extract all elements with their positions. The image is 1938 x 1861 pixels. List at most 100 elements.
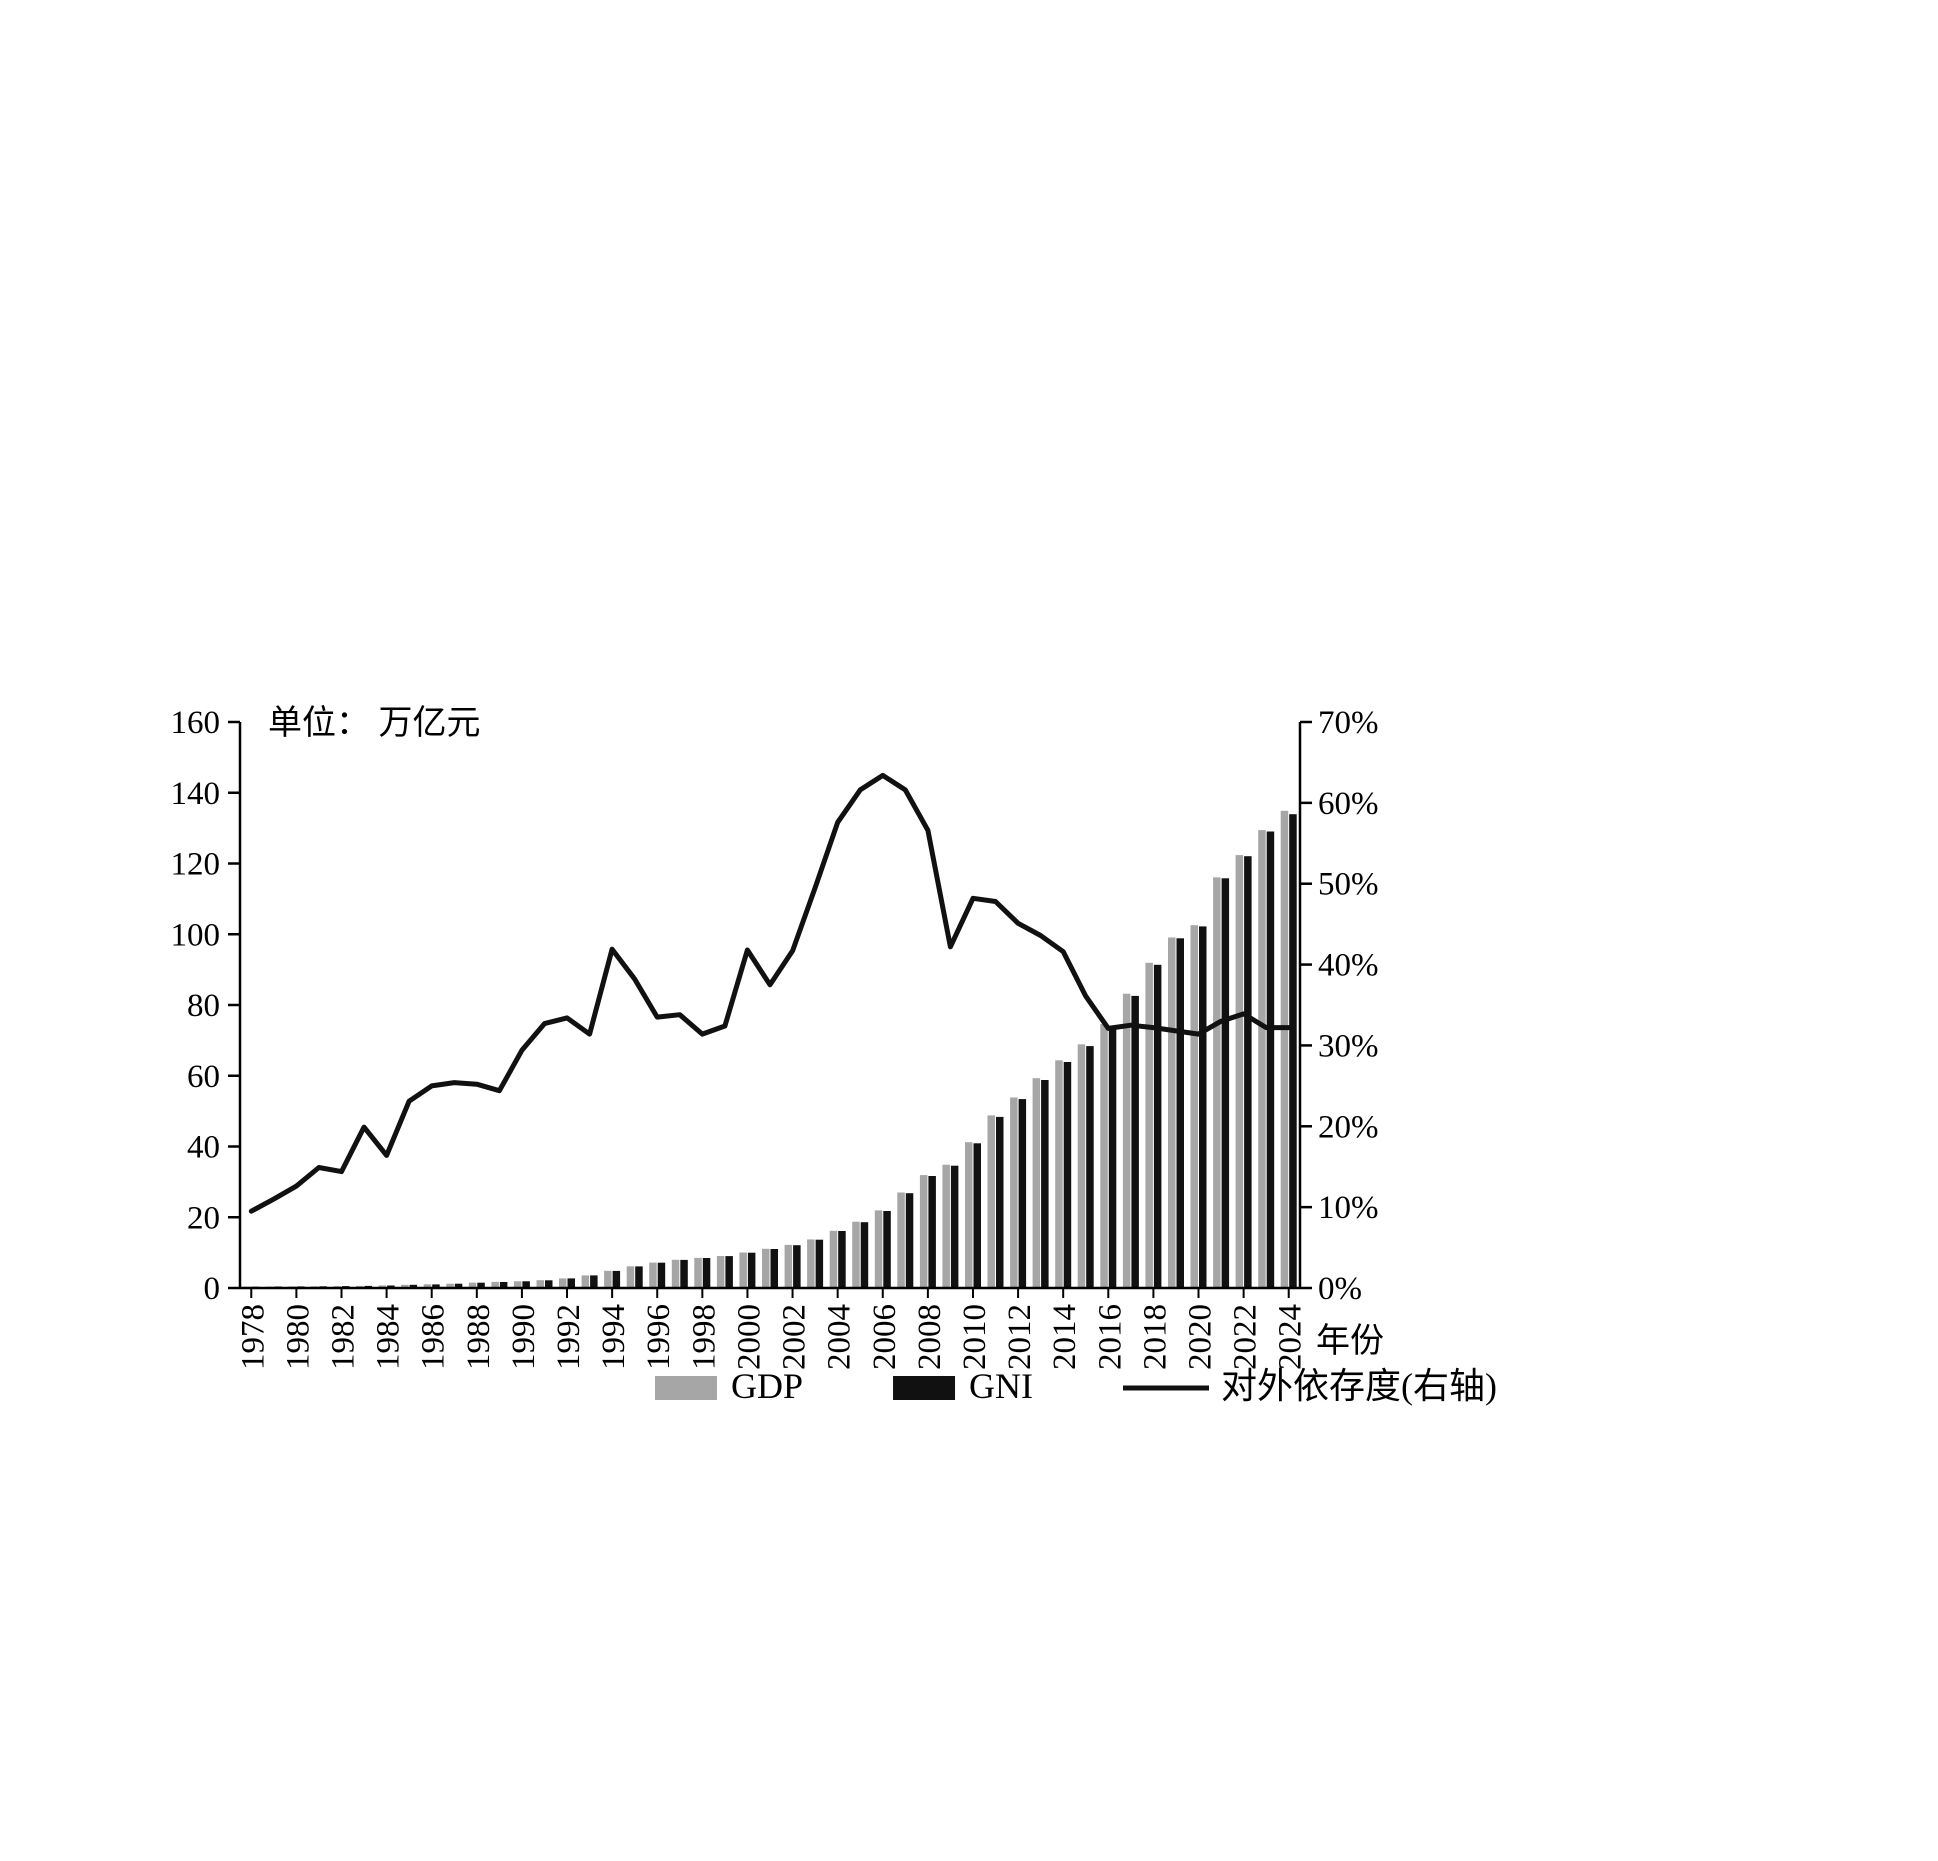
gdp-bar [1235,855,1244,1288]
gdp-bar [897,1192,905,1288]
gni-bar [1108,1026,1117,1288]
legend: GDP GNI 对外依存度(右轴) [655,1366,1497,1406]
x-axis-tick-label: 1994 [596,1304,632,1370]
x-axis-tick-label: 1982 [325,1304,361,1370]
gdp-bar [1168,937,1176,1288]
gdp-bar [716,1256,725,1288]
x-axis-tick-label: 2000 [731,1304,767,1370]
left-axis-tick-label: 20 [187,1200,220,1236]
gdp-bar [468,1282,477,1288]
gni-bar [1153,964,1162,1288]
legend-label-gni: GNI [969,1366,1033,1406]
x-axis-tick-label: 2002 [777,1304,813,1370]
gni-bar [522,1281,530,1288]
gni-bar [1018,1099,1027,1288]
x-axis-tick-label: 2024 [1273,1304,1309,1370]
gdp-bar [1055,1060,1063,1288]
gdp-bar [829,1230,838,1288]
gni-bar [612,1270,621,1288]
gdp-bar [581,1275,590,1288]
gni-bar [860,1222,869,1288]
x-axis: 1978 1980 1982 1984 1986 1988 1990 1992 1994 1996… [235,1288,1309,1370]
gni-bar [432,1284,440,1288]
x-axis-tick-label: 2010 [957,1304,993,1370]
gni-bars [251,814,1297,1288]
gdp-bar [1280,810,1289,1288]
gni-bar [747,1252,756,1288]
gni-bar [1221,878,1230,1288]
x-axis-tick-label: 2004 [822,1304,858,1370]
right-axis: 0% 10% 20% 30% 40% 50% 60% 70% [1300,705,1379,1307]
x-axis-tick-label: 2006 [867,1304,903,1370]
gni-bar [725,1256,733,1288]
x-axis-tick-label: 2020 [1183,1304,1219,1370]
right-axis-tick-label: 60% [1318,786,1379,822]
x-axis-tick-label: 2018 [1137,1304,1173,1370]
left-axis: 0 20 40 60 80 100 120 140 160 [171,705,240,1307]
gdp-bar [446,1283,454,1288]
gdp-bar [1190,925,1198,1288]
left-axis-tick-label: 100 [171,917,221,953]
gdp-bar [942,1164,950,1288]
legend-swatch-gni [893,1376,956,1400]
gni-bar [657,1262,666,1288]
x-axis-tick-label: 2014 [1047,1304,1083,1370]
left-axis-tick-label: 120 [171,847,221,883]
gdp-bar [1213,877,1221,1288]
gdp-bar [423,1284,432,1288]
gni-bar [996,1116,1004,1288]
unit-label: 单位： 万亿元 [268,704,481,742]
x-axis-title: 年份 [1316,1322,1384,1360]
gdp-bar [513,1281,522,1288]
left-axis-tick-label: 0 [204,1271,221,1307]
gni-bar [793,1245,801,1288]
x-axis-tick-label: 1984 [371,1304,407,1370]
gni-bar [409,1284,418,1288]
x-axis-tick-label: 1996 [641,1304,677,1370]
gni-bar [1199,926,1207,1288]
axes [238,722,1302,1290]
right-axis-tick-label: 70% [1318,705,1379,741]
gni-bar [815,1239,824,1288]
gni-bar [1244,856,1252,1288]
x-axis-tick-label: 2022 [1228,1304,1264,1370]
gdp-bar [807,1239,815,1288]
gni-bar [950,1165,959,1288]
left-axis-tick-label: 140 [171,776,221,812]
gdp-bar [694,1257,702,1288]
gni-bar [1176,938,1184,1288]
right-axis-tick-label: 40% [1318,948,1379,984]
gdp-bar [1077,1044,1086,1288]
right-axis-tick-label: 10% [1318,1190,1379,1226]
gdp-bar [919,1175,928,1288]
gdp-bar [874,1210,883,1288]
gdp-bar [1100,1024,1108,1288]
x-axis-tick-label: 1978 [235,1304,271,1370]
right-axis-tick-label: 0% [1318,1271,1362,1307]
gdp-bar [378,1285,387,1288]
gdp-bar [649,1262,657,1288]
gdp-bars [243,810,1289,1288]
x-axis-tick-label: 1988 [461,1304,497,1370]
gdp-bar [1032,1078,1041,1288]
gdp-bar [784,1244,793,1288]
gdp-bar [604,1270,612,1288]
legend-label-dependence: 对外依存度(右轴) [1221,1366,1497,1406]
gdp-bar [1258,830,1266,1288]
left-axis-tick-label: 40 [187,1130,220,1166]
x-axis-tick-label: 2008 [912,1304,948,1370]
left-axis-tick-label: 80 [187,988,220,1024]
gni-bar [1086,1046,1094,1288]
x-axis-tick-label: 1980 [280,1304,316,1370]
x-axis-tick-label: 1992 [551,1304,587,1370]
dependence-line [248,772,1292,1214]
gdp-bar [852,1221,860,1288]
gni-bar [1266,831,1275,1288]
gni-bar [499,1282,508,1288]
x-axis-tick-label: 1990 [506,1304,542,1370]
gdp-bar [739,1252,747,1288]
gni-bar [1131,995,1139,1288]
gni-bar [1063,1062,1072,1288]
x-axis-tick-label: 1998 [686,1304,722,1370]
